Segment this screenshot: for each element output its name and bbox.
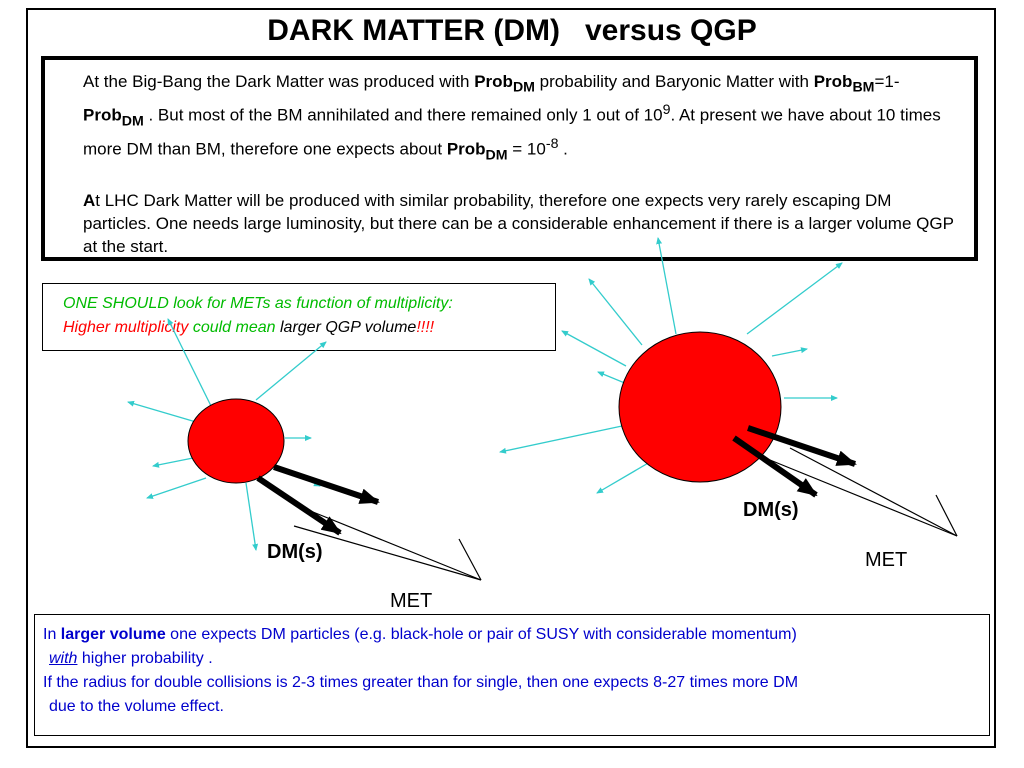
- intro-paragraph-2: At LHC Dark Matter will be produced with…: [83, 189, 954, 258]
- met-arrow-line: [769, 459, 958, 537]
- small-met-arrow: [293, 511, 482, 581]
- ray: [588, 278, 643, 346]
- ray: [245, 482, 259, 551]
- intro-paragraph-1: At the Big-Bang the Dark Matter was prod…: [83, 70, 954, 167]
- met-label-large: MET: [865, 549, 907, 571]
- met-arrow-line: [312, 511, 482, 581]
- prob-subscript-dm: DM: [121, 113, 144, 130]
- ray: [499, 425, 623, 454]
- hint-line-1: ONE SHOULD look for METs as function of …: [63, 295, 453, 312]
- large-fireball: [618, 331, 782, 483]
- slide-title: DARK MATTER (DM) versus QGP: [267, 14, 757, 47]
- large-met-arrow: [769, 447, 958, 537]
- small-fireball: [187, 398, 285, 484]
- prob-symbol: Prob: [813, 72, 853, 91]
- conclusion-bold-text: larger volume: [60, 626, 166, 643]
- ray: [746, 262, 843, 335]
- conclusion-line-1: In larger volume one expects DM particle…: [43, 623, 985, 647]
- met-arrow-head: [935, 494, 958, 537]
- conclusion-line-2: with higher probability .: [43, 647, 985, 671]
- met-arrow-line: [293, 525, 482, 581]
- intro-initial: A: [83, 191, 96, 211]
- hint-line-2: Higher multiplicity could mean larger QG…: [63, 316, 549, 340]
- hint-box: ONE SHOULD look for METs as function of …: [42, 283, 556, 351]
- conclusion-line-3: If the radius for double collisions is 2…: [43, 674, 799, 691]
- intro-text: At the Big-Bang the Dark Matter was prod…: [83, 72, 475, 91]
- intro-text: . But most of the BM annihilated and the…: [143, 106, 663, 126]
- intro-text: .: [558, 140, 568, 160]
- prob-symbol: Prob: [446, 140, 486, 160]
- hint-red-text: Higher multiplicity: [63, 319, 189, 336]
- intro-text: t LHC Dark Matter will be produced with …: [83, 191, 954, 257]
- prob-subscript-dm: DM: [512, 79, 535, 96]
- intro-text: . At present we have about 10 times more…: [83, 106, 941, 160]
- conclusion-text: In: [43, 626, 61, 643]
- dm-arrow: [273, 464, 380, 505]
- small-dm-arrows: [256, 464, 380, 536]
- conclusion-text: higher probability .: [77, 650, 213, 667]
- intro-text: = 10: [507, 140, 546, 160]
- large-fireball-rays: [499, 237, 843, 494]
- ray: [596, 461, 651, 494]
- prob-subscript-dm: DM: [485, 147, 508, 164]
- prob-symbol: Prob: [83, 106, 122, 126]
- intro-text: =1-: [874, 72, 900, 91]
- met-label-small: MET: [390, 590, 432, 612]
- met-arrow-line: [789, 447, 958, 537]
- prob-subscript-bm: BM: [852, 79, 875, 96]
- dm-label-large: DM(s): [743, 499, 799, 521]
- ray: [127, 400, 197, 423]
- conclusion-box: In larger volume one expects DM particle…: [34, 614, 990, 736]
- hint-black-text: larger QGP volume: [279, 319, 417, 336]
- large-dm-arrows: [732, 425, 857, 498]
- ray: [561, 330, 627, 367]
- dm-arrow: [732, 435, 818, 498]
- ray: [255, 341, 327, 401]
- conclusion-emphasis: with: [49, 650, 78, 667]
- exponent-minus-8: -8: [545, 136, 559, 153]
- intro-box: At the Big-Bang the Dark Matter was prod…: [41, 56, 978, 261]
- ray: [146, 477, 207, 499]
- ray: [167, 318, 215, 413]
- hint-green-text: could mean: [188, 319, 280, 336]
- slide-frame: [26, 8, 996, 748]
- dm-label-small: DM(s): [267, 541, 323, 563]
- ray: [152, 457, 194, 468]
- intro-text: probability and Baryonic Matter with: [534, 72, 814, 91]
- exponent-9: 9: [662, 102, 671, 119]
- hint-exclamation: !!!!: [416, 319, 435, 336]
- ray: [771, 347, 808, 357]
- ray: [656, 237, 677, 335]
- dm-arrow: [256, 475, 342, 536]
- dm-arrow: [747, 425, 857, 467]
- conclusion-text: one expects DM particles (e.g. black-hol…: [165, 626, 797, 643]
- met-arrow-head: [458, 538, 482, 581]
- prob-symbol: Prob: [474, 72, 513, 91]
- conclusion-line-4: due to the volume effect.: [49, 698, 224, 715]
